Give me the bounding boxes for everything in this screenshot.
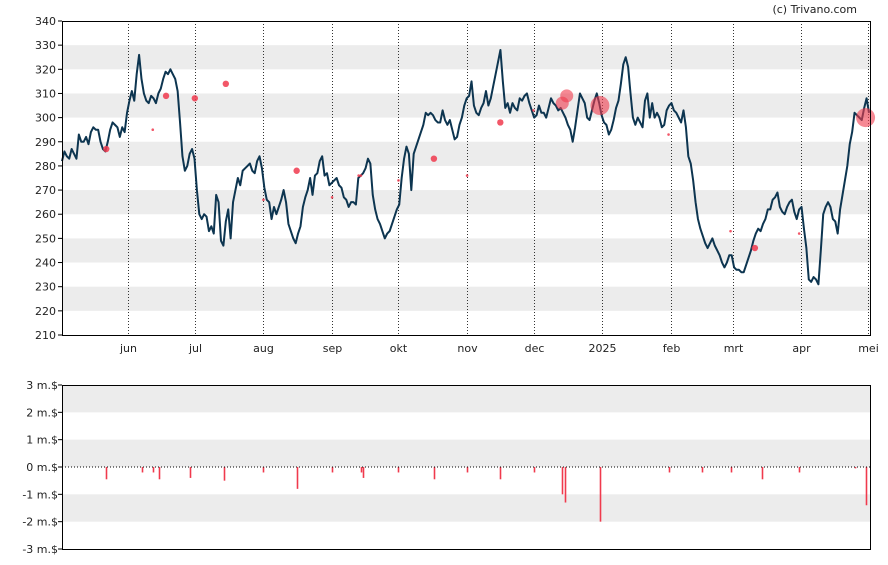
axes: jun jul aug sep okt nov dec 2025 feb mrt apr mei 210…: [22, 15, 878, 556]
x-tick-label: dec: [525, 342, 545, 355]
price-band: [62, 238, 870, 263]
volume-bars: [105, 467, 868, 522]
y-tick-label: 310: [35, 87, 56, 100]
event-marker: [293, 167, 300, 174]
y-tick-label: 1 m.$: [26, 434, 58, 447]
y-tick-label: -2 m.$: [22, 516, 58, 529]
event-marker: [797, 232, 801, 235]
y-tick-label: 280: [35, 160, 56, 173]
event-marker: [357, 174, 360, 177]
x-tick-label: apr: [792, 342, 811, 355]
price-band: [62, 93, 870, 118]
event-marker: [465, 174, 469, 177]
price-series: [61, 48, 870, 286]
event-marker: [560, 89, 574, 103]
x-tick-label: jul: [188, 342, 202, 355]
event-marker: [151, 128, 155, 131]
price-line: [61, 48, 870, 286]
x-tick-label: aug: [253, 342, 274, 355]
x-tick-label: sep: [323, 342, 342, 355]
x-tick-label: jun: [119, 342, 137, 355]
y-tick-label: 2 m.$: [26, 406, 58, 419]
background-bands: [62, 45, 870, 522]
event-marker: [330, 196, 334, 199]
event-marker: [590, 96, 610, 116]
event-marker: [729, 229, 732, 233]
y-tick-label: 300: [35, 112, 56, 125]
event-marker: [359, 174, 363, 177]
event-marker: [103, 145, 110, 153]
event-markers: [103, 80, 876, 252]
y-tick-label: -1 m.$: [22, 488, 58, 501]
event-marker: [430, 155, 438, 162]
y-tick-label: 340: [35, 15, 56, 28]
x-tick-label: mei: [858, 342, 879, 355]
y-tick-label: -3 m.$: [22, 543, 58, 556]
y-tick-label: 270: [35, 184, 56, 197]
event-marker: [162, 92, 170, 100]
month-gridlines: [128, 21, 869, 335]
price-band: [62, 141, 870, 166]
y-tick-label: 330: [35, 39, 56, 52]
event-marker: [497, 119, 504, 126]
y-tick-label: 0 m.$: [26, 461, 58, 474]
x-tick-label: feb: [663, 342, 681, 355]
event-marker: [191, 95, 199, 102]
y-tick-label: 260: [35, 208, 56, 221]
event-marker: [262, 198, 265, 202]
price-band: [62, 190, 870, 215]
y-tick-label: 220: [35, 305, 56, 318]
volume-band: [62, 385, 870, 413]
volume-band: [62, 439, 870, 467]
y-tick-label: 320: [35, 63, 56, 76]
event-marker: [667, 133, 670, 136]
event-marker: [222, 80, 230, 88]
price-band: [62, 286, 870, 311]
event-marker: [751, 244, 759, 252]
event-marker: [532, 109, 535, 112]
x-tick-label: 2025: [589, 342, 617, 355]
y-tick-label: 250: [35, 232, 56, 245]
x-tick-label: okt: [390, 342, 408, 355]
x-tick-label: nov: [457, 342, 478, 355]
y-tick-label: 230: [35, 281, 56, 294]
copyright-label: (c) Trivano.com: [772, 3, 857, 16]
price-band: [62, 45, 870, 70]
event-marker: [397, 179, 400, 182]
volume-band: [62, 494, 870, 522]
y-tick-label: 240: [35, 257, 56, 270]
event-marker: [856, 108, 876, 128]
y-tick-label: 3 m.$: [26, 379, 58, 392]
y-tick-label: 290: [35, 136, 56, 149]
y-tick-label: 210: [35, 329, 56, 342]
price-panel-frame: [62, 21, 871, 336]
x-tick-label: mrt: [724, 342, 744, 355]
volume-panel-frame: [62, 385, 871, 550]
